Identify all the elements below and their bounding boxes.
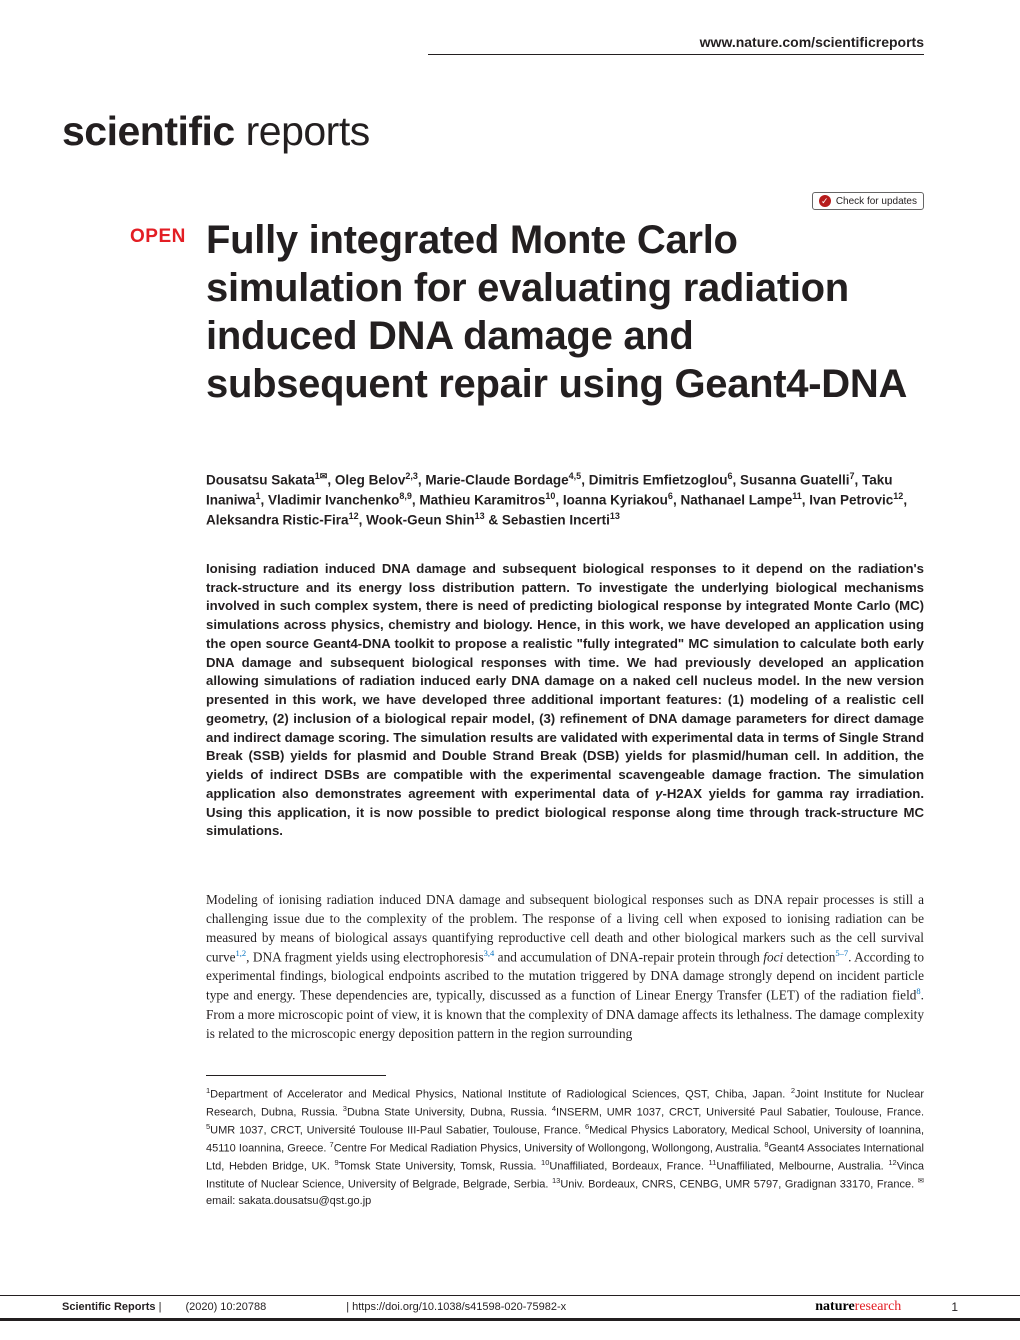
publisher-logo: natureresearch [815,1299,901,1315]
footer-doi: | https://doi.org/10.1038/s41598-020-759… [346,1301,566,1313]
authors-list: Dousatsu Sakata1✉, Oleg Belov2,3, Marie-… [206,470,924,530]
header-url: www.nature.com/scientificreports [700,34,924,50]
footer-journal: Scientific Reports [62,1301,156,1313]
journal-logo-light: reports [235,108,370,154]
check-updates-icon: ✓ [819,195,831,207]
footer-citation: (2020) 10:20788 [185,1301,266,1313]
page-number: 1 [951,1300,958,1314]
open-access-badge: OPEN [130,226,186,248]
footer-sep: | [156,1301,162,1313]
check-updates-button[interactable]: ✓ Check for updates [812,192,924,210]
journal-logo-bold: scientific [62,108,235,154]
journal-logo: scientific reports [62,108,370,155]
abstract: Ionising radiation induced DNA damage an… [206,560,924,841]
affiliations-rule [206,1075,386,1076]
page-footer: Scientific Reports | (2020) 10:20788 | h… [0,1295,1020,1321]
body-paragraph: Modeling of ionising radiation induced D… [206,890,924,1043]
article-title: Fully integrated Monte Carlo simulation … [206,216,924,408]
affiliations: 1Department of Accelerator and Medical P… [206,1085,924,1209]
header-rule [428,54,924,55]
check-updates-label: Check for updates [836,196,917,207]
publisher-bold: nature [815,1299,854,1314]
publisher-light: research [855,1299,902,1314]
